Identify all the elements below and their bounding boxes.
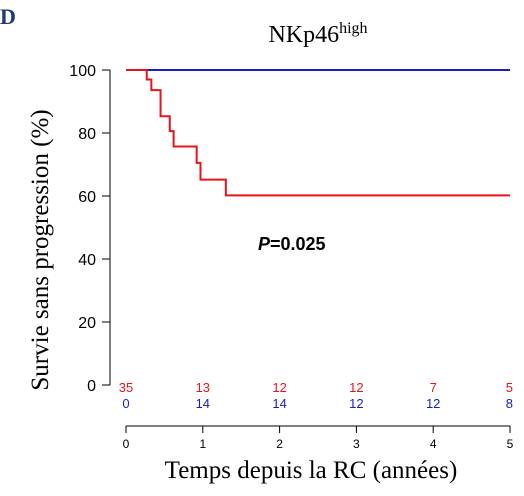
at-risk-table: 35 13 12 12 7 50 14 14 12 12 8: [119, 380, 513, 411]
at-risk-count: 12: [349, 396, 363, 411]
at-risk-count: 35: [119, 380, 133, 395]
at-risk-count: 14: [272, 396, 286, 411]
at-risk-count: 8: [506, 396, 513, 411]
y-tick-label: 20: [78, 315, 96, 332]
x-tick-label: 2: [276, 437, 283, 451]
y-tick-label: 80: [78, 126, 96, 143]
survival-curve-1: [126, 69, 510, 197]
chart-title-base: NKp46: [268, 22, 339, 48]
at-risk-count: 0: [122, 396, 129, 411]
chart-title-superscript: high: [339, 20, 367, 37]
at-risk-count: 12: [272, 380, 286, 395]
y-axis: 0 20 40 60 80 100: [69, 63, 111, 395]
x-axis-label: Temps depuis la RC (années): [165, 457, 458, 484]
at-risk-count: 7: [430, 380, 437, 395]
at-risk-count: 12: [426, 396, 440, 411]
y-axis-label: Survie sans progression (%): [27, 109, 54, 390]
panel-label: D: [0, 4, 16, 29]
chart-title: NKp46high: [268, 20, 367, 48]
y-tick-label: 0: [87, 378, 96, 395]
p-value-text: =0.025: [270, 234, 326, 254]
p-value-letter: P: [258, 234, 271, 254]
at-risk-count: 12: [349, 380, 363, 395]
y-tick-label: 100: [69, 63, 96, 80]
series-layer: [126, 69, 510, 197]
x-tick-label: 3: [353, 437, 360, 451]
x-tick-label: 5: [507, 437, 514, 451]
x-tick-label: 0: [123, 437, 130, 451]
y-tick-label: 60: [78, 189, 96, 206]
at-risk-count: 13: [196, 380, 210, 395]
x-tick-label: 4: [430, 437, 437, 451]
p-value-annotation: P=0.025: [258, 234, 326, 254]
x-axis: 0 1 2 3 4 5: [123, 425, 514, 451]
at-risk-count: 5: [506, 380, 513, 395]
x-tick-label: 1: [199, 437, 206, 451]
at-risk-count: 14: [196, 396, 210, 411]
y-tick-label: 40: [78, 252, 96, 269]
